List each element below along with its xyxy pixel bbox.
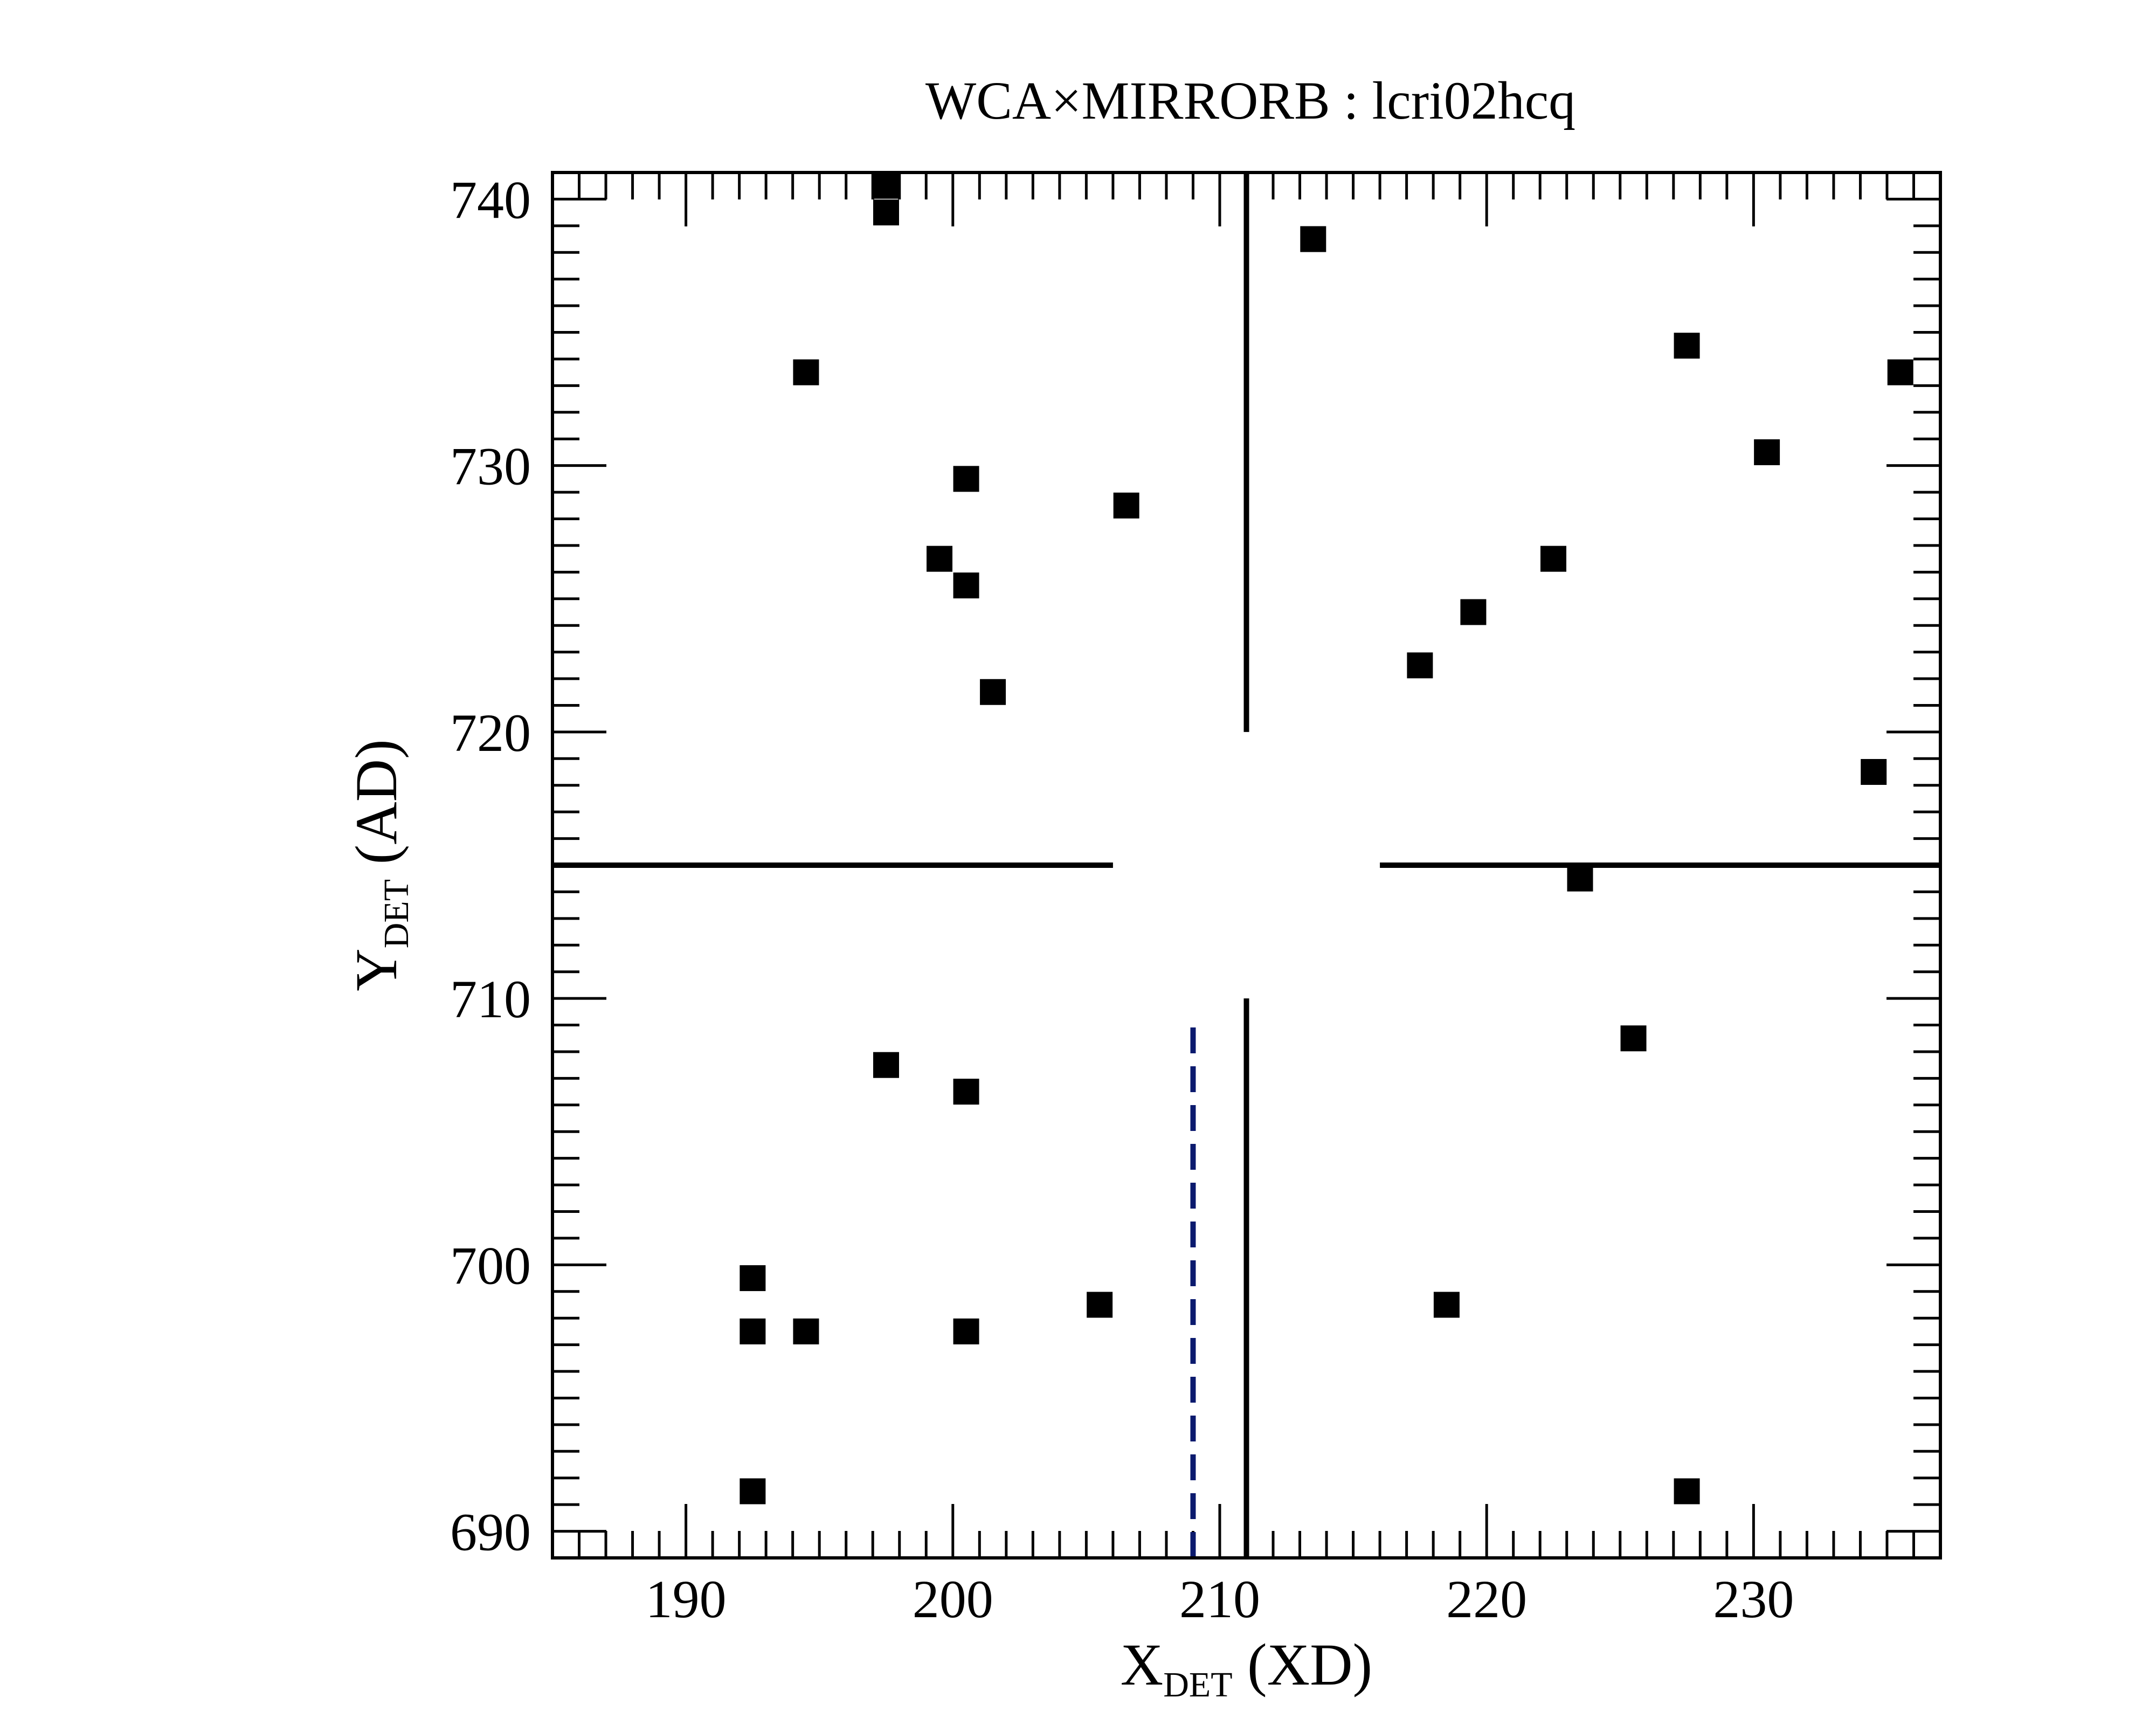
data-point <box>1433 1292 1460 1318</box>
data-point <box>953 572 979 599</box>
data-point <box>1540 546 1566 572</box>
data-point <box>1754 439 1780 465</box>
y-tick-label: 720 <box>450 703 531 763</box>
y-tick-label: 730 <box>450 437 531 496</box>
x-tick-label: 220 <box>1446 1569 1527 1629</box>
x-tick-label: 190 <box>646 1569 727 1629</box>
y-axis-label-suffix: (AD) <box>343 739 409 879</box>
data-point <box>1887 359 1913 385</box>
y-tick-label: 690 <box>450 1502 531 1562</box>
x-axis-label-suffix: (XD) <box>1233 1632 1373 1698</box>
y-tick-label: 700 <box>450 1236 531 1295</box>
x-axis-label: XDET (XD) <box>1121 1632 1372 1705</box>
x-tick-label: 230 <box>1713 1569 1794 1629</box>
data-point <box>980 679 1006 705</box>
y-tick-label: 710 <box>450 969 531 1029</box>
data-point <box>1113 492 1139 519</box>
data-point <box>953 1318 979 1344</box>
data-point <box>1300 226 1326 252</box>
data-point <box>1620 1025 1647 1052</box>
data-point <box>873 1052 899 1078</box>
plot-frame <box>551 171 1942 1560</box>
data-point <box>1407 652 1433 679</box>
axis-ticks <box>551 171 1942 1560</box>
data-point <box>953 1079 979 1105</box>
data-point <box>873 172 899 199</box>
data-point <box>953 466 979 492</box>
data-point <box>740 1478 766 1505</box>
data-point <box>793 359 819 385</box>
data-point <box>1674 333 1700 359</box>
chart-title: WCA×MIRRORB : lcri02hcq <box>925 71 1575 130</box>
data-point <box>873 199 899 226</box>
data-point <box>1087 1292 1113 1318</box>
data-point <box>740 1318 766 1344</box>
x-tick-label: 210 <box>1179 1569 1260 1629</box>
data-points <box>740 172 1913 1505</box>
y-axis-label-main: Y <box>343 948 409 991</box>
crosshair-guides <box>552 172 1940 1558</box>
x-axis-label-sub: DET <box>1163 1665 1232 1705</box>
tick-labels: 190 200 210 220 230 690 700 710 720 730 740 <box>450 170 1794 1629</box>
data-point <box>1861 759 1887 785</box>
x-tick-label: 200 <box>913 1569 993 1629</box>
data-point <box>1460 599 1487 625</box>
data-point <box>927 546 953 572</box>
y-axis-label: YDET (AD) <box>343 739 416 991</box>
y-axis-label-sub: DET <box>377 879 416 948</box>
data-point <box>1674 1478 1700 1505</box>
data-point <box>793 1318 819 1344</box>
data-point <box>740 1265 766 1292</box>
y-tick-label: 740 <box>450 170 531 230</box>
data-point <box>1567 865 1593 892</box>
x-axis-label-main: X <box>1121 1632 1163 1698</box>
